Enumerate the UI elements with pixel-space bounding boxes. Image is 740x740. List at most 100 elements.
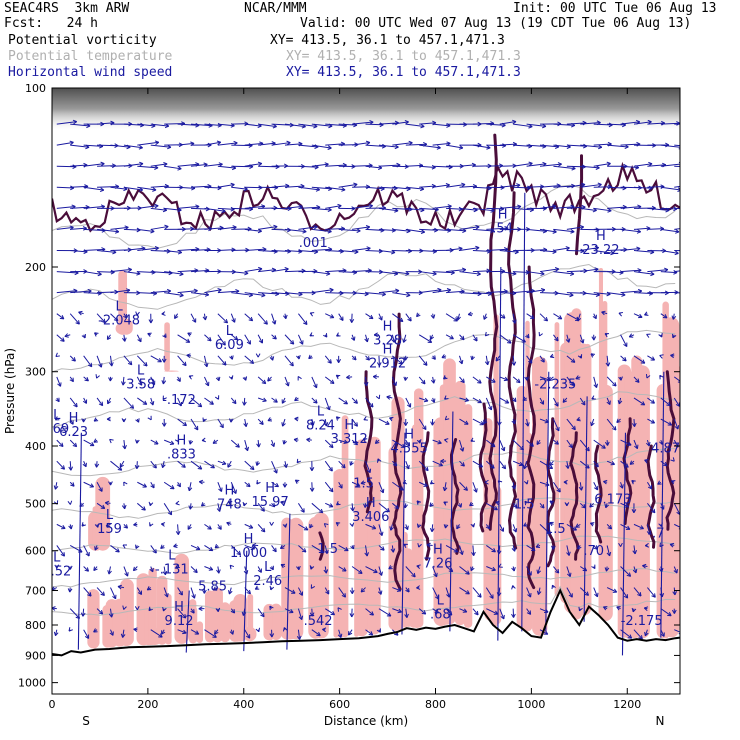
wind-vector-head [618, 311, 623, 317]
field-wind-name: Horizontal wind speed [8, 65, 173, 80]
wind-vector [660, 163, 680, 167]
extremum-value: 2.46 [253, 574, 282, 589]
wind-vector [298, 250, 318, 253]
wind-vector [673, 376, 680, 382]
wind-vector-head [269, 585, 275, 591]
wind-vector-head [329, 314, 335, 319]
extremum-value: 1.5 [514, 498, 535, 513]
wind-vector [486, 207, 504, 210]
wind-vector-head [554, 402, 559, 407]
wind-vector-head [267, 377, 272, 382]
wind-vector [204, 163, 223, 167]
extremum-letter: H [383, 320, 393, 335]
wind-vector-head [576, 416, 581, 422]
wind-vector [123, 334, 126, 342]
wind-vector-head [215, 376, 221, 382]
extremum-letter: H [69, 411, 79, 426]
wind-vector [150, 545, 157, 554]
wind-vector [526, 144, 547, 148]
wind-vector-head [456, 315, 461, 321]
wind-vector [298, 186, 320, 191]
wind-vector-head [368, 314, 374, 320]
wind-vector-head [594, 245, 600, 251]
wind-vector-head [100, 504, 106, 510]
wind-vector [418, 418, 427, 430]
wind-vector-head [423, 397, 429, 403]
wind-vector-head [135, 418, 140, 423]
wind-vector-head [474, 610, 479, 616]
wind-vector-head [651, 593, 656, 598]
wind-vector-head [205, 381, 210, 387]
wind-vector [204, 289, 222, 294]
wind-vector-head [577, 354, 583, 359]
wind-vector-head [666, 401, 671, 407]
wind-vector-head [394, 144, 399, 150]
wind-vector [539, 163, 562, 167]
pv-shade [148, 567, 157, 646]
wind-vector-head [591, 395, 596, 400]
wind-vector [338, 629, 342, 638]
wind-vector [271, 545, 277, 553]
wind-vector [485, 587, 494, 599]
extremum-value: 1.5 [317, 542, 338, 557]
wind-vector-head [610, 460, 616, 466]
wind-vector [190, 460, 203, 470]
wind-vector [607, 123, 626, 126]
wind-vector [297, 629, 301, 640]
wind-vector [392, 186, 411, 190]
wind-vector-head [430, 398, 436, 403]
wind-vector [486, 227, 509, 230]
wind-vector [392, 228, 411, 232]
wind-vector [553, 247, 570, 251]
wind-vector [459, 460, 465, 467]
wind-vector [325, 249, 344, 252]
wind-vector [633, 355, 646, 364]
wind-vector [83, 355, 93, 368]
wind-vector [83, 629, 90, 639]
extremum-value: 3.58 [126, 377, 155, 392]
wind-vector [284, 185, 305, 188]
wind-vector-head [578, 486, 584, 491]
pv-shade [414, 388, 424, 628]
wind-vector [633, 566, 637, 574]
wind-vector-head [523, 522, 528, 527]
wind-vector [499, 206, 521, 209]
wind-vector-head [216, 140, 222, 146]
wind-vector-head [465, 590, 470, 595]
wind-vector-head [98, 487, 103, 492]
wind-vector-head [421, 379, 426, 385]
wind-vector [472, 545, 475, 556]
wind-vector [391, 334, 395, 343]
wind-vector-head [256, 443, 261, 448]
wind-vector [177, 269, 199, 273]
wind-vector-head [161, 311, 166, 316]
wind-vector-head [284, 267, 289, 272]
wind-vector [56, 523, 66, 529]
pv-contour [622, 417, 633, 525]
wind-vector-head [604, 567, 610, 572]
wind-vector-head [554, 440, 559, 445]
wind-vector [338, 313, 344, 321]
extremum-value: 6.23 [59, 425, 88, 440]
wind-vector [472, 270, 491, 273]
wind-vector-head [570, 271, 575, 276]
wind-vector-head [459, 447, 465, 452]
wind-vector-head [575, 523, 580, 528]
wind-vector-head [644, 311, 649, 316]
extremum-value: .68 [430, 607, 451, 622]
wind-vector-head [152, 464, 157, 469]
tropopause-pv-contour [52, 161, 680, 233]
wind-vector [298, 523, 309, 531]
wind-vector [432, 228, 452, 232]
wind-vector-head [123, 314, 128, 319]
extremum-letter: H [224, 484, 234, 499]
wind-vector [620, 334, 628, 347]
wind-vector [230, 439, 240, 448]
wind-vector [163, 587, 169, 598]
wind-vector [123, 144, 143, 149]
wind-vector [593, 460, 599, 468]
wind-vector [110, 587, 117, 599]
wind-vector-head [219, 423, 224, 429]
wind-vector-head [540, 358, 545, 363]
wind-vector-head [430, 314, 436, 319]
